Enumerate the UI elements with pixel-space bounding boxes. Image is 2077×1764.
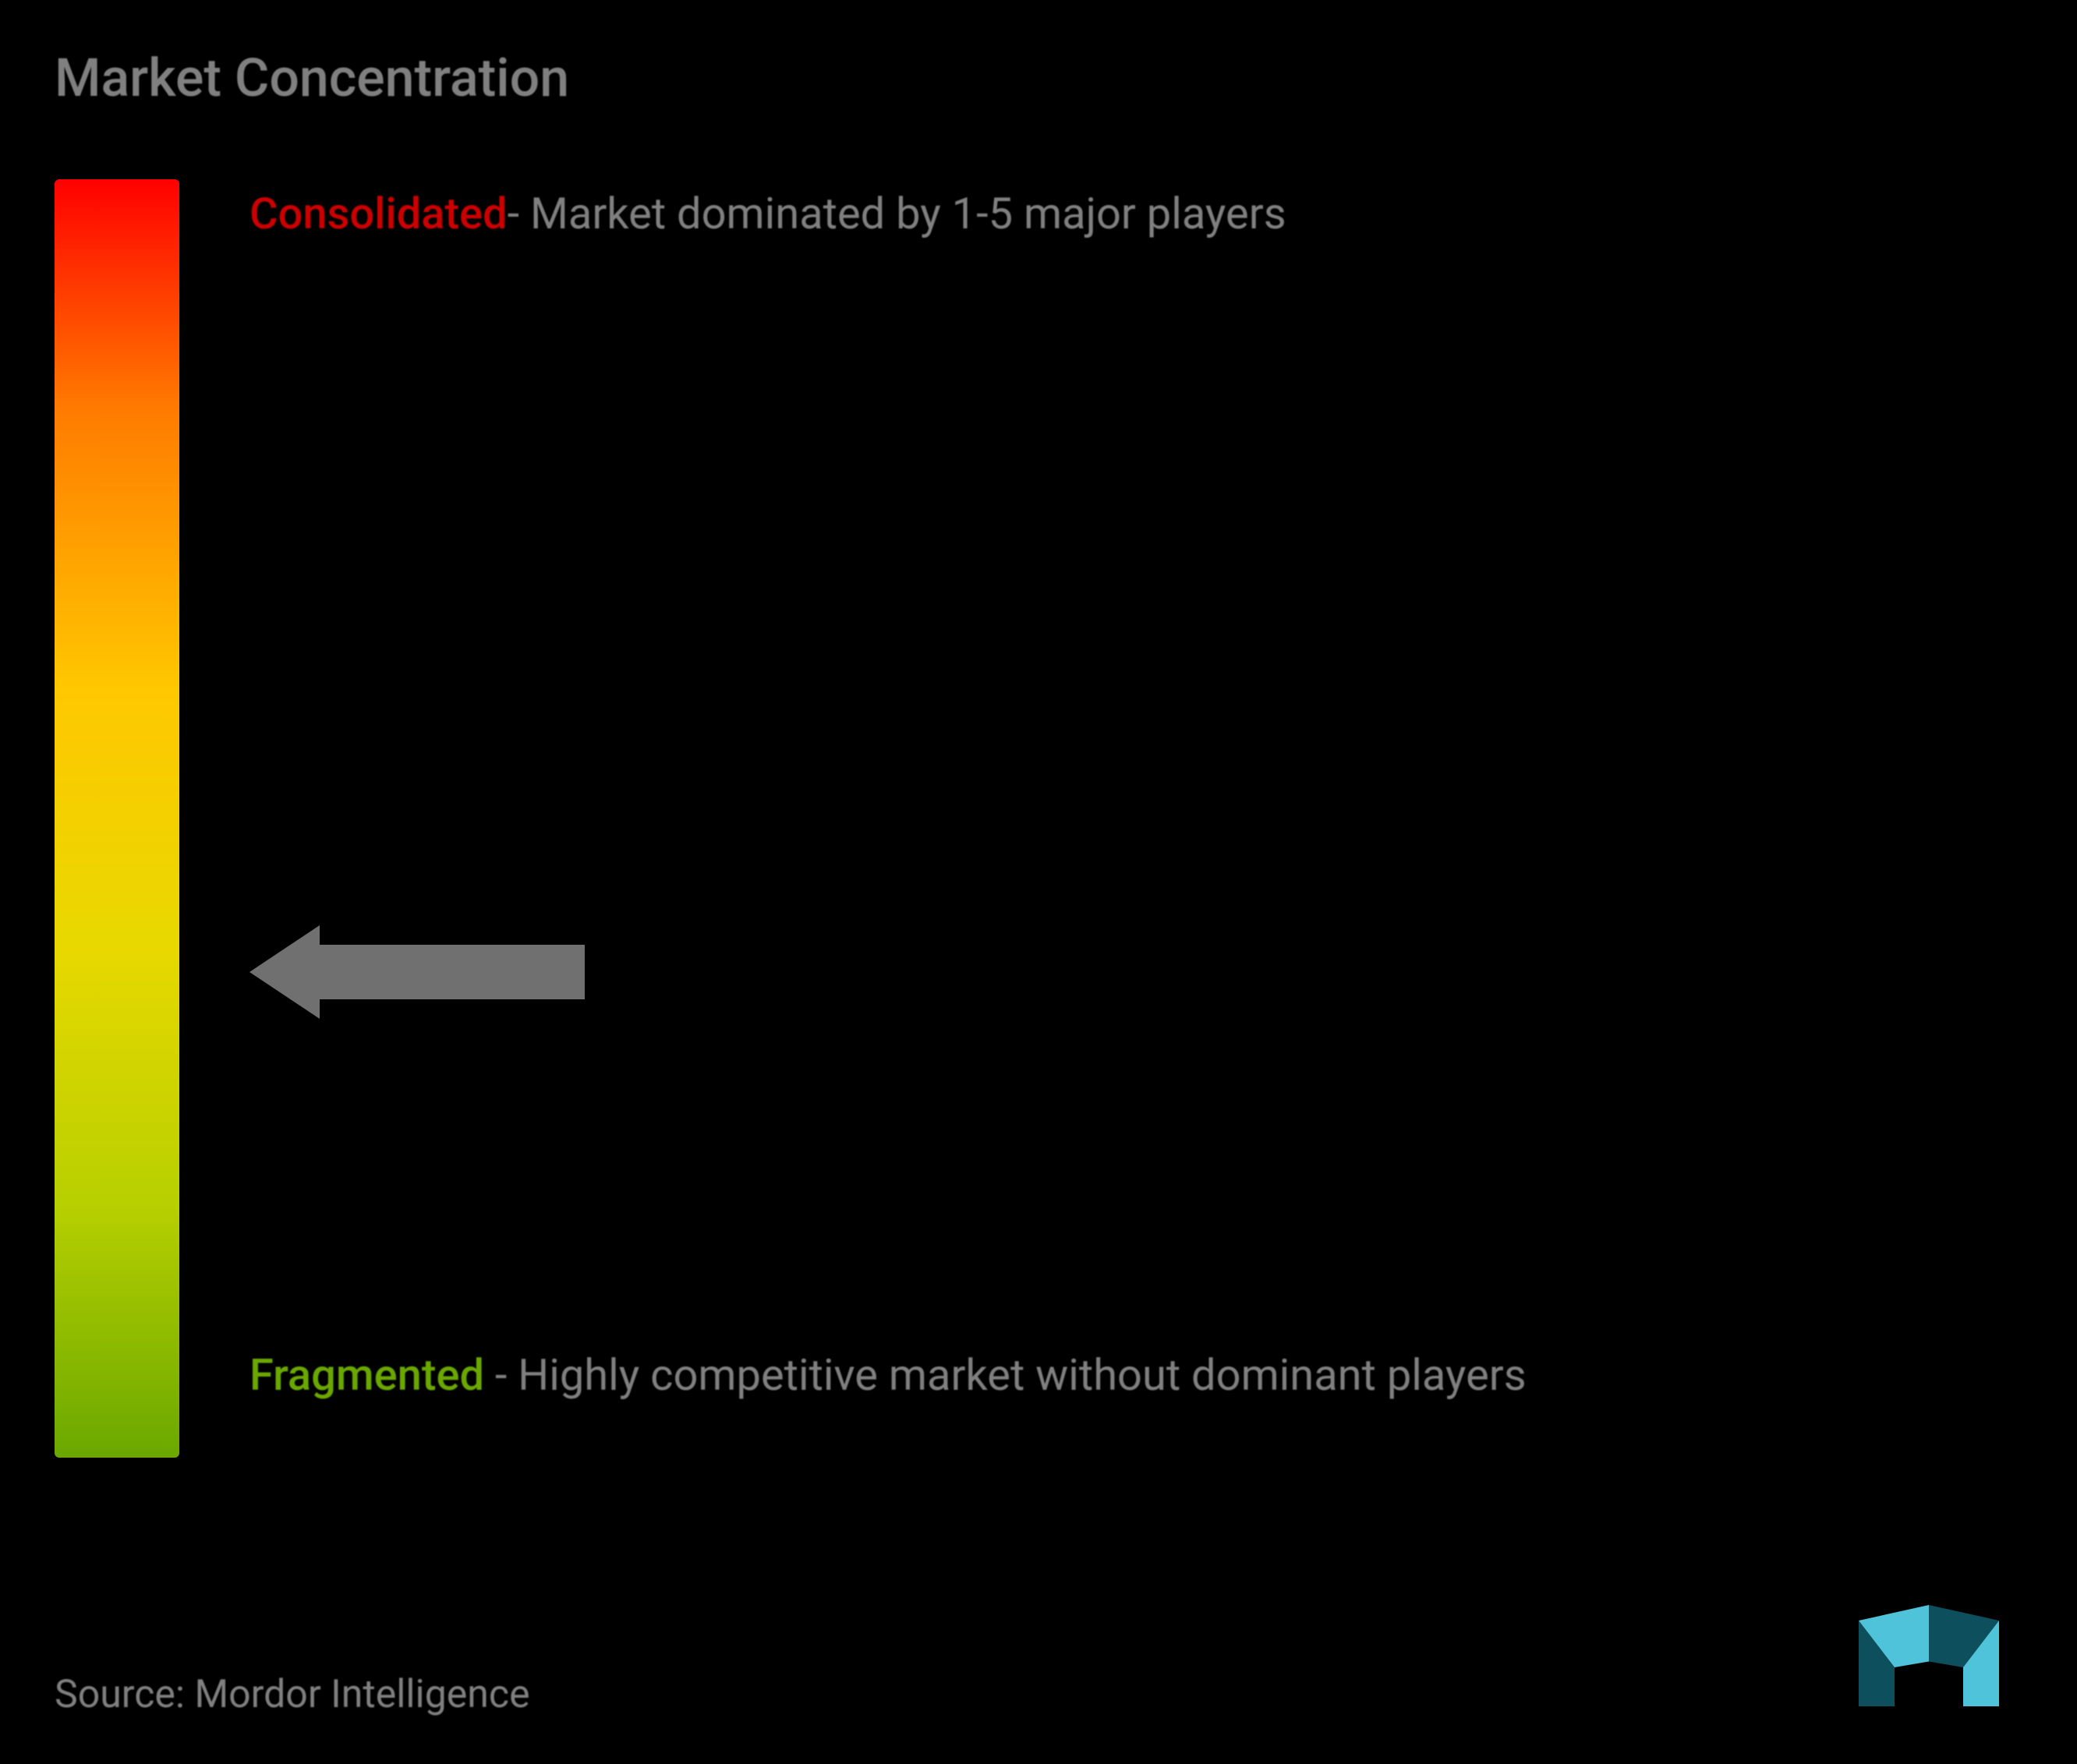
fragmented-key: Fragmented (249, 1349, 484, 1401)
brand-logo (1851, 1597, 2007, 1717)
arrow-shaft (320, 945, 585, 999)
consolidated-key: Consolidated (249, 188, 508, 239)
consolidated-description: - Market dominated by 1-5 major players (508, 188, 1286, 239)
fragmented-description: - Highly competitive market without domi… (484, 1349, 1527, 1401)
content-area: Consolidated- Market dominated by 1-5 ma… (55, 179, 2022, 1458)
concentration-scale-bar (55, 179, 179, 1458)
fragmented-label-area: Fragmented - Highly competitive market w… (249, 1341, 1527, 1411)
indicator-arrow (249, 925, 585, 1019)
source-label: Source: (55, 1672, 185, 1717)
consolidated-label-area: Consolidated- Market dominated by 1-5 ma… (249, 179, 1286, 249)
mordor-logo-icon (1851, 1597, 2007, 1714)
arrow-left-icon (249, 925, 320, 1019)
labels-area: Consolidated- Market dominated by 1-5 ma… (249, 179, 2022, 1458)
source-citation: Source: Mordor Intelligence (55, 1672, 530, 1717)
source-value: Mordor Intelligence (194, 1672, 529, 1717)
page-title: Market Concentration (55, 47, 2022, 109)
